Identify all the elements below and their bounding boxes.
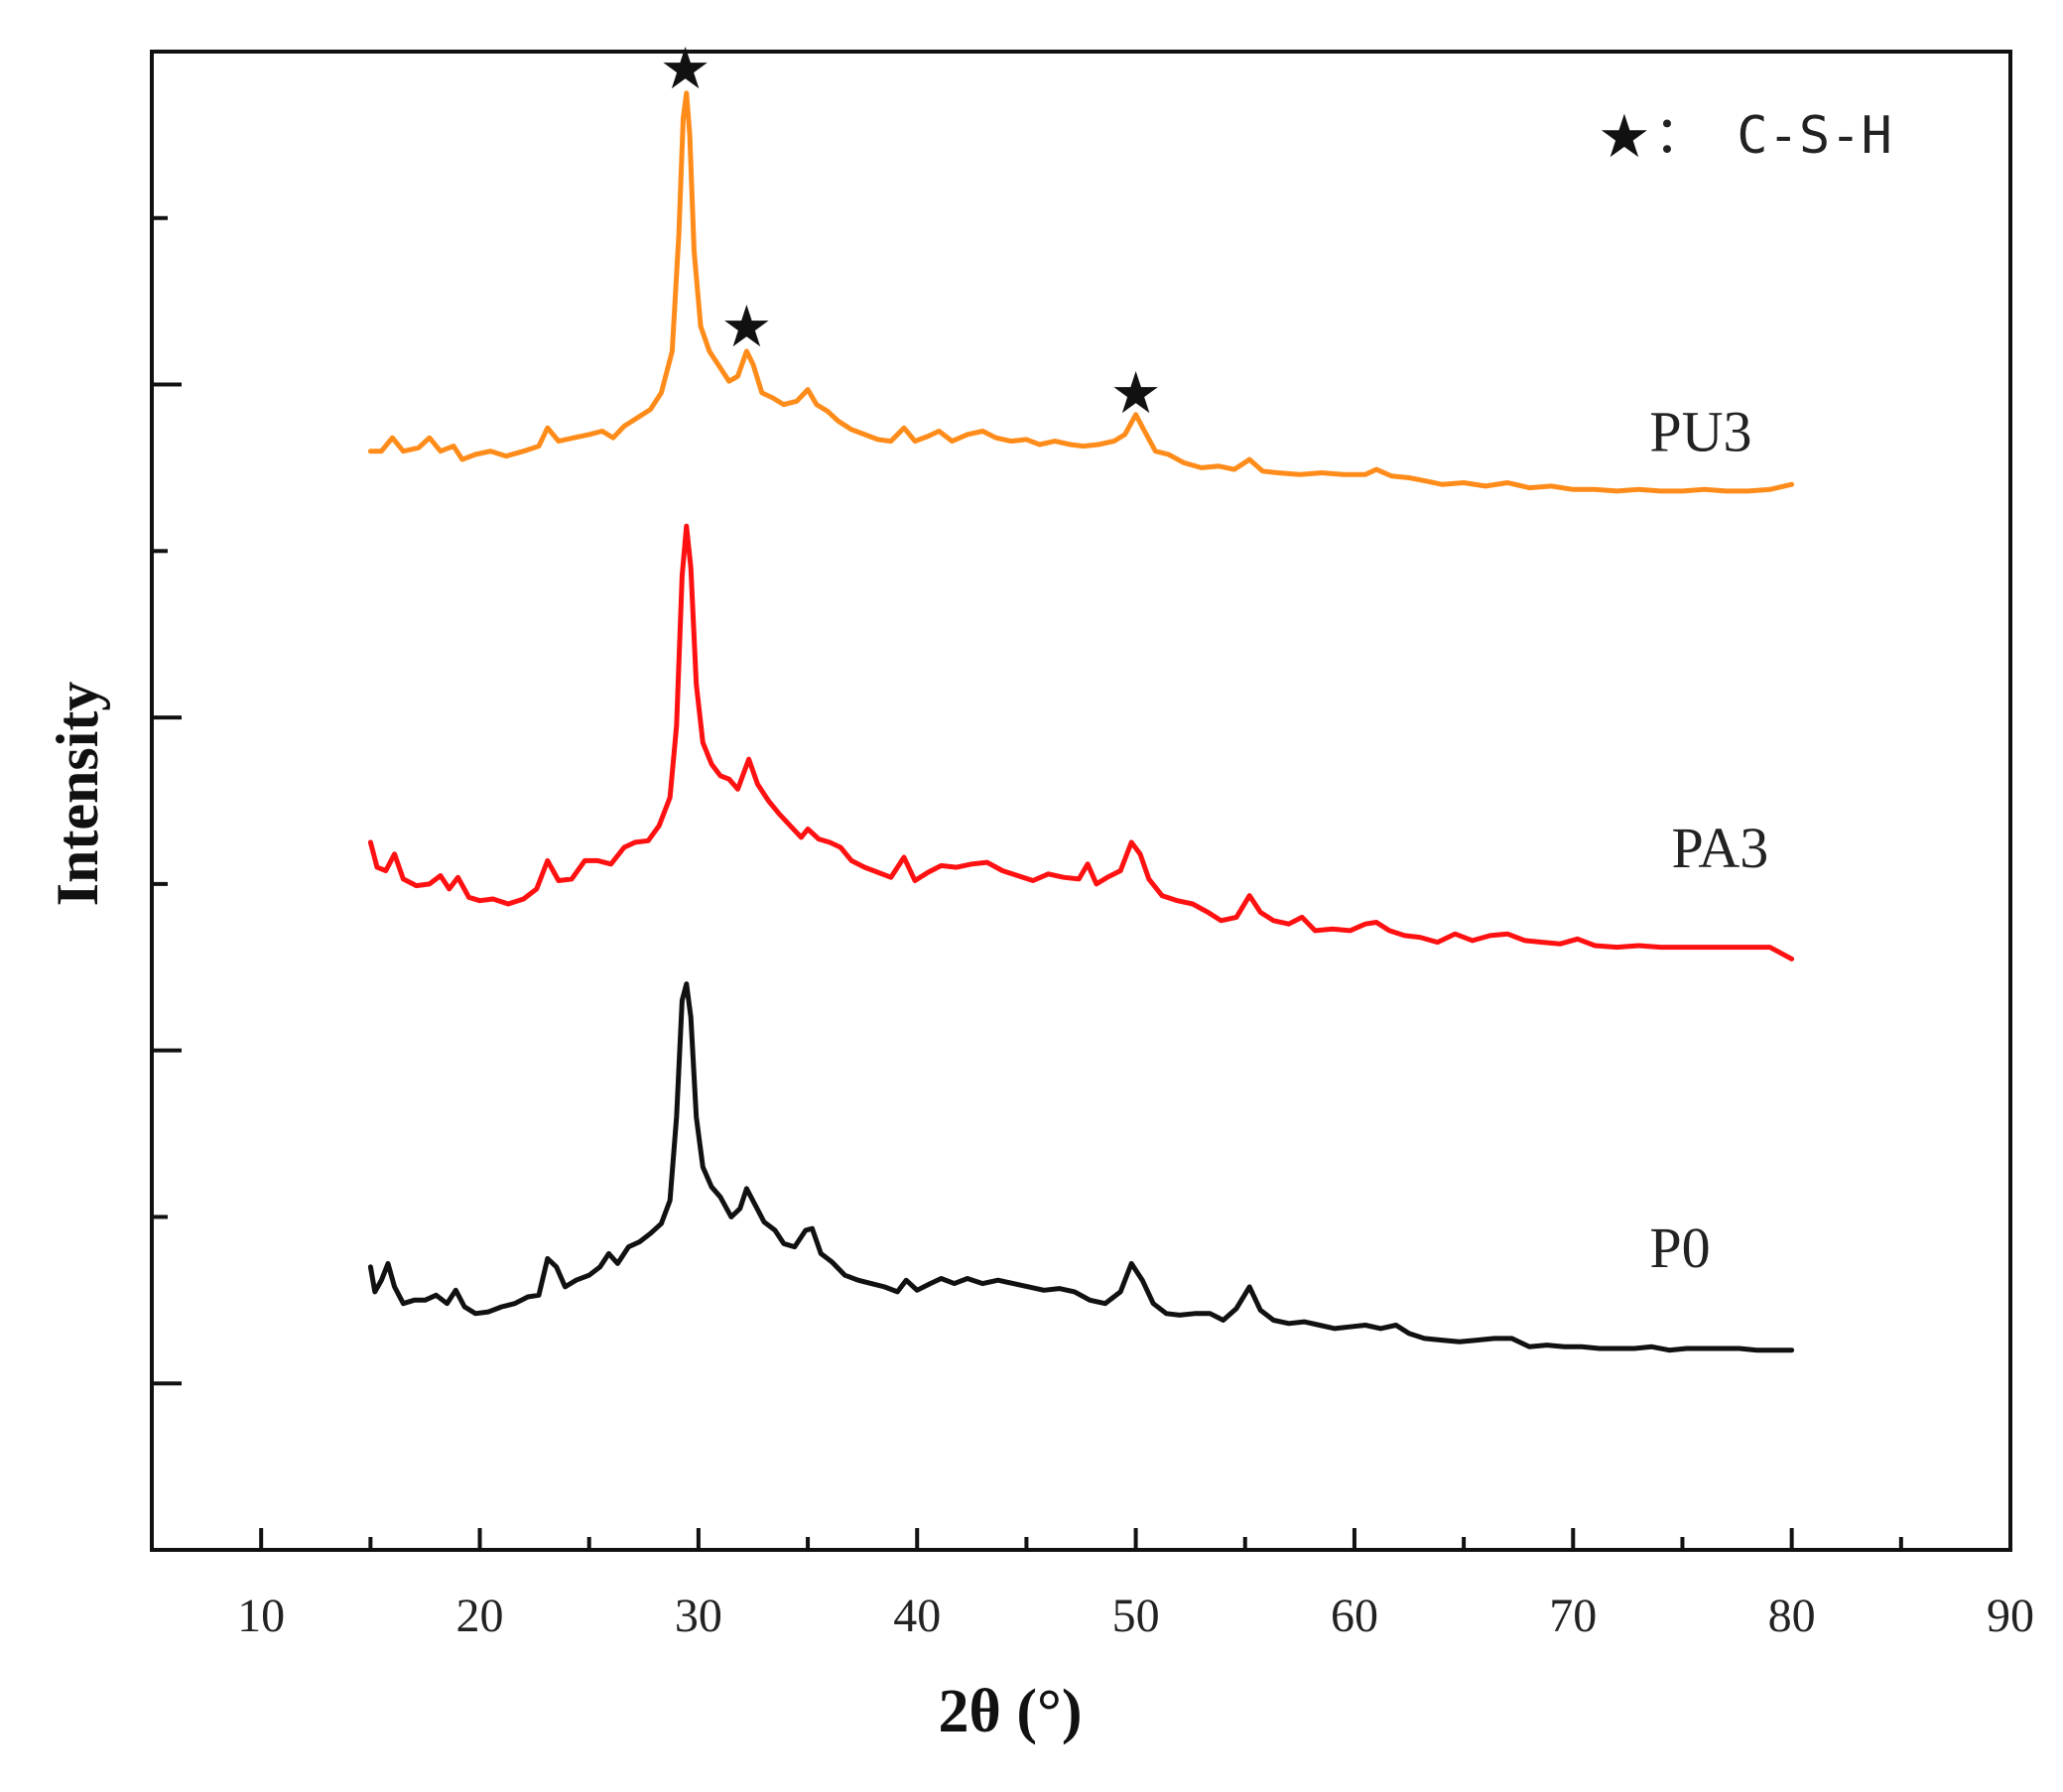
x-tick-label-20: 20 <box>456 1590 504 1642</box>
x-tick-label-70: 70 <box>1549 1590 1597 1642</box>
x-tick-label-40: 40 <box>893 1590 941 1642</box>
series-label-pu3: PU3 <box>1649 400 1751 464</box>
plot-frame <box>150 50 2012 1552</box>
x-tick-label-10: 10 <box>237 1590 285 1642</box>
peak-star-icon-3: ★ <box>1110 359 1162 427</box>
series-line-pu3 <box>367 90 1795 494</box>
series-layer <box>367 90 1795 1353</box>
x-tick-label-60: 60 <box>1331 1590 1378 1642</box>
legend: ★ ： C-S-H <box>1598 102 1892 172</box>
x-axis-title: 2θ (°) <box>939 1678 1083 1745</box>
x-tick-label-50: 50 <box>1112 1590 1160 1642</box>
series-line-pa3 <box>367 523 1795 961</box>
peak-star-icon-2: ★ <box>720 293 772 360</box>
series-labels: PU3 PA3 P0 <box>1649 400 1768 1280</box>
series-line-p0 <box>367 981 1795 1353</box>
legend-text: ： C-S-H <box>1654 106 1892 166</box>
x-tick-label-80: 80 <box>1768 1590 1816 1642</box>
x-tick-label-90: 90 <box>1987 1590 2034 1642</box>
legend-star-icon: ★ <box>1598 102 1651 172</box>
x-axis-ticks: 10 20 30 40 50 60 70 80 90 <box>237 1528 2034 1642</box>
peak-star-icon-1: ★ <box>660 35 711 102</box>
y-axis-ticks <box>152 215 182 1386</box>
x-tick-label-30: 30 <box>675 1590 722 1642</box>
peak-markers: ★ ★ ★ <box>660 35 1162 427</box>
y-axis-title: Intensity <box>45 682 110 907</box>
series-label-pa3: PA3 <box>1671 816 1768 880</box>
series-label-p0: P0 <box>1649 1216 1710 1280</box>
